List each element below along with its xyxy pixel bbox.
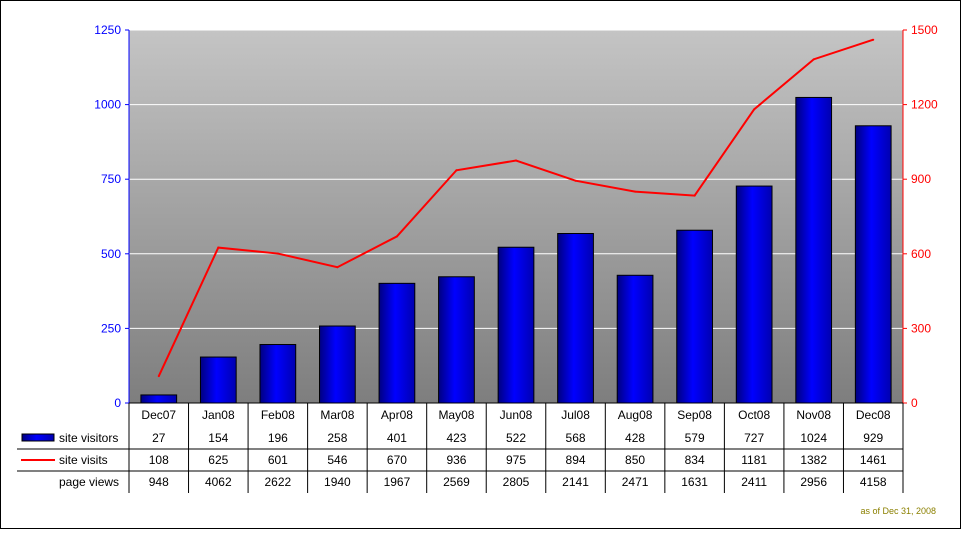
tick-label-left: 1000 (94, 98, 121, 112)
tick-label-left: 250 (101, 321, 121, 335)
point-May08 (455, 169, 458, 172)
bar-Jan08 (199, 356, 237, 404)
table-cell: 1940 (324, 475, 351, 489)
tick-label-left: 750 (101, 172, 121, 186)
point-Dec07 (157, 375, 160, 378)
tick-label-right: 600 (911, 247, 931, 261)
legend-key-bar (21, 433, 55, 442)
point-Feb08 (276, 252, 279, 255)
table-cell: 2141 (562, 475, 589, 489)
table-cell: 936 (446, 453, 466, 467)
table-cell: 834 (685, 453, 705, 467)
bar-Jun08 (497, 246, 535, 404)
table-cell: 670 (387, 453, 407, 467)
table-cell: 1461 (860, 453, 887, 467)
table-cell: 948 (149, 475, 169, 489)
bar-Mar08 (319, 325, 356, 404)
tick-label-left: 1250 (94, 23, 121, 37)
table-cell: 601 (268, 453, 288, 467)
table-cell: 579 (685, 431, 705, 445)
table-cell: 2569 (443, 475, 470, 489)
bar-Dec07 (140, 394, 178, 404)
table-cell: 850 (625, 453, 645, 467)
tick-label-left: 500 (101, 247, 121, 261)
point-Oct08 (753, 108, 756, 111)
table-cell: 2411 (741, 475, 767, 489)
table-cell: 1382 (800, 453, 827, 467)
table-cell: 27 (152, 431, 166, 445)
table-cell: 154 (208, 431, 228, 445)
footnote: as of Dec 31, 2008 (860, 506, 936, 516)
table-cell: 4158 (860, 475, 887, 489)
bar-Oct08 (735, 185, 773, 404)
x-tick-label: Feb08 (261, 408, 295, 422)
table-cell: 1024 (800, 431, 827, 445)
table-cell: 975 (506, 453, 526, 467)
x-tick-label: Dec07 (141, 408, 176, 422)
x-tick-label: Jun08 (500, 408, 533, 422)
table-cell: 2622 (264, 475, 291, 489)
point-Sep08 (693, 194, 696, 197)
table-cell: 2805 (503, 475, 530, 489)
table-row-label: page views (59, 475, 119, 489)
table-cell: 4062 (205, 475, 232, 489)
point-Aug08 (634, 190, 637, 193)
bar-Sep08 (676, 229, 713, 404)
bar-Dec08 (854, 125, 892, 404)
point-Jul08 (574, 179, 577, 182)
table-cell: 2471 (622, 475, 649, 489)
table-cell: 196 (268, 431, 288, 445)
table-cell: 522 (506, 431, 526, 445)
point-Apr08 (395, 235, 398, 238)
table-cell: 1181 (741, 453, 767, 467)
table-cell: 546 (327, 453, 347, 467)
x-tick-label: Apr08 (381, 408, 413, 422)
tick-label-right: 1200 (911, 98, 938, 112)
x-tick-label: Dec08 (856, 408, 891, 422)
table-cell: 1631 (681, 475, 708, 489)
x-tick-label: Jul08 (561, 408, 590, 422)
x-tick-label: May08 (438, 408, 474, 422)
tick-label-right: 1500 (911, 23, 938, 37)
table-cell: 428 (625, 431, 645, 445)
bar-Apr08 (378, 282, 416, 404)
tick-label-right: 0 (911, 396, 918, 410)
bar-Aug08 (616, 274, 654, 404)
table-cell: 423 (446, 431, 466, 445)
table-cell: 258 (327, 431, 347, 445)
x-tick-label: Jan08 (202, 408, 235, 422)
table-cell: 401 (387, 431, 407, 445)
bar-Nov08 (795, 96, 833, 404)
point-Nov08 (812, 58, 815, 61)
point-Mar08 (336, 266, 339, 269)
x-tick-label: Nov08 (796, 408, 831, 422)
table-cell: 625 (208, 453, 228, 467)
table-cell: 929 (863, 431, 883, 445)
point-Jun08 (515, 159, 517, 162)
table-cell: 727 (744, 431, 764, 445)
tick-label-right: 300 (911, 321, 931, 335)
x-tick-label: Mar08 (320, 408, 354, 422)
tick-label-right: 900 (911, 172, 931, 186)
x-tick-label: Oct08 (738, 408, 770, 422)
point-Jan08 (217, 246, 220, 249)
bar-Feb08 (259, 344, 297, 404)
table-row-label: site visitors (59, 431, 118, 445)
x-tick-label: Sep08 (677, 408, 712, 422)
table-cell: 894 (566, 453, 586, 467)
table-cell: 1967 (384, 475, 411, 489)
bar-Jul08 (557, 233, 594, 404)
point-Dec08 (872, 38, 875, 41)
table-row-label: site visits (59, 453, 108, 467)
table-cell: 2956 (800, 475, 827, 489)
tick-label-left: 0 (114, 396, 121, 410)
x-tick-label: Aug08 (618, 408, 653, 422)
bar-May08 (438, 276, 475, 404)
table-cell: 568 (566, 431, 586, 445)
table-cell: 108 (149, 453, 169, 467)
